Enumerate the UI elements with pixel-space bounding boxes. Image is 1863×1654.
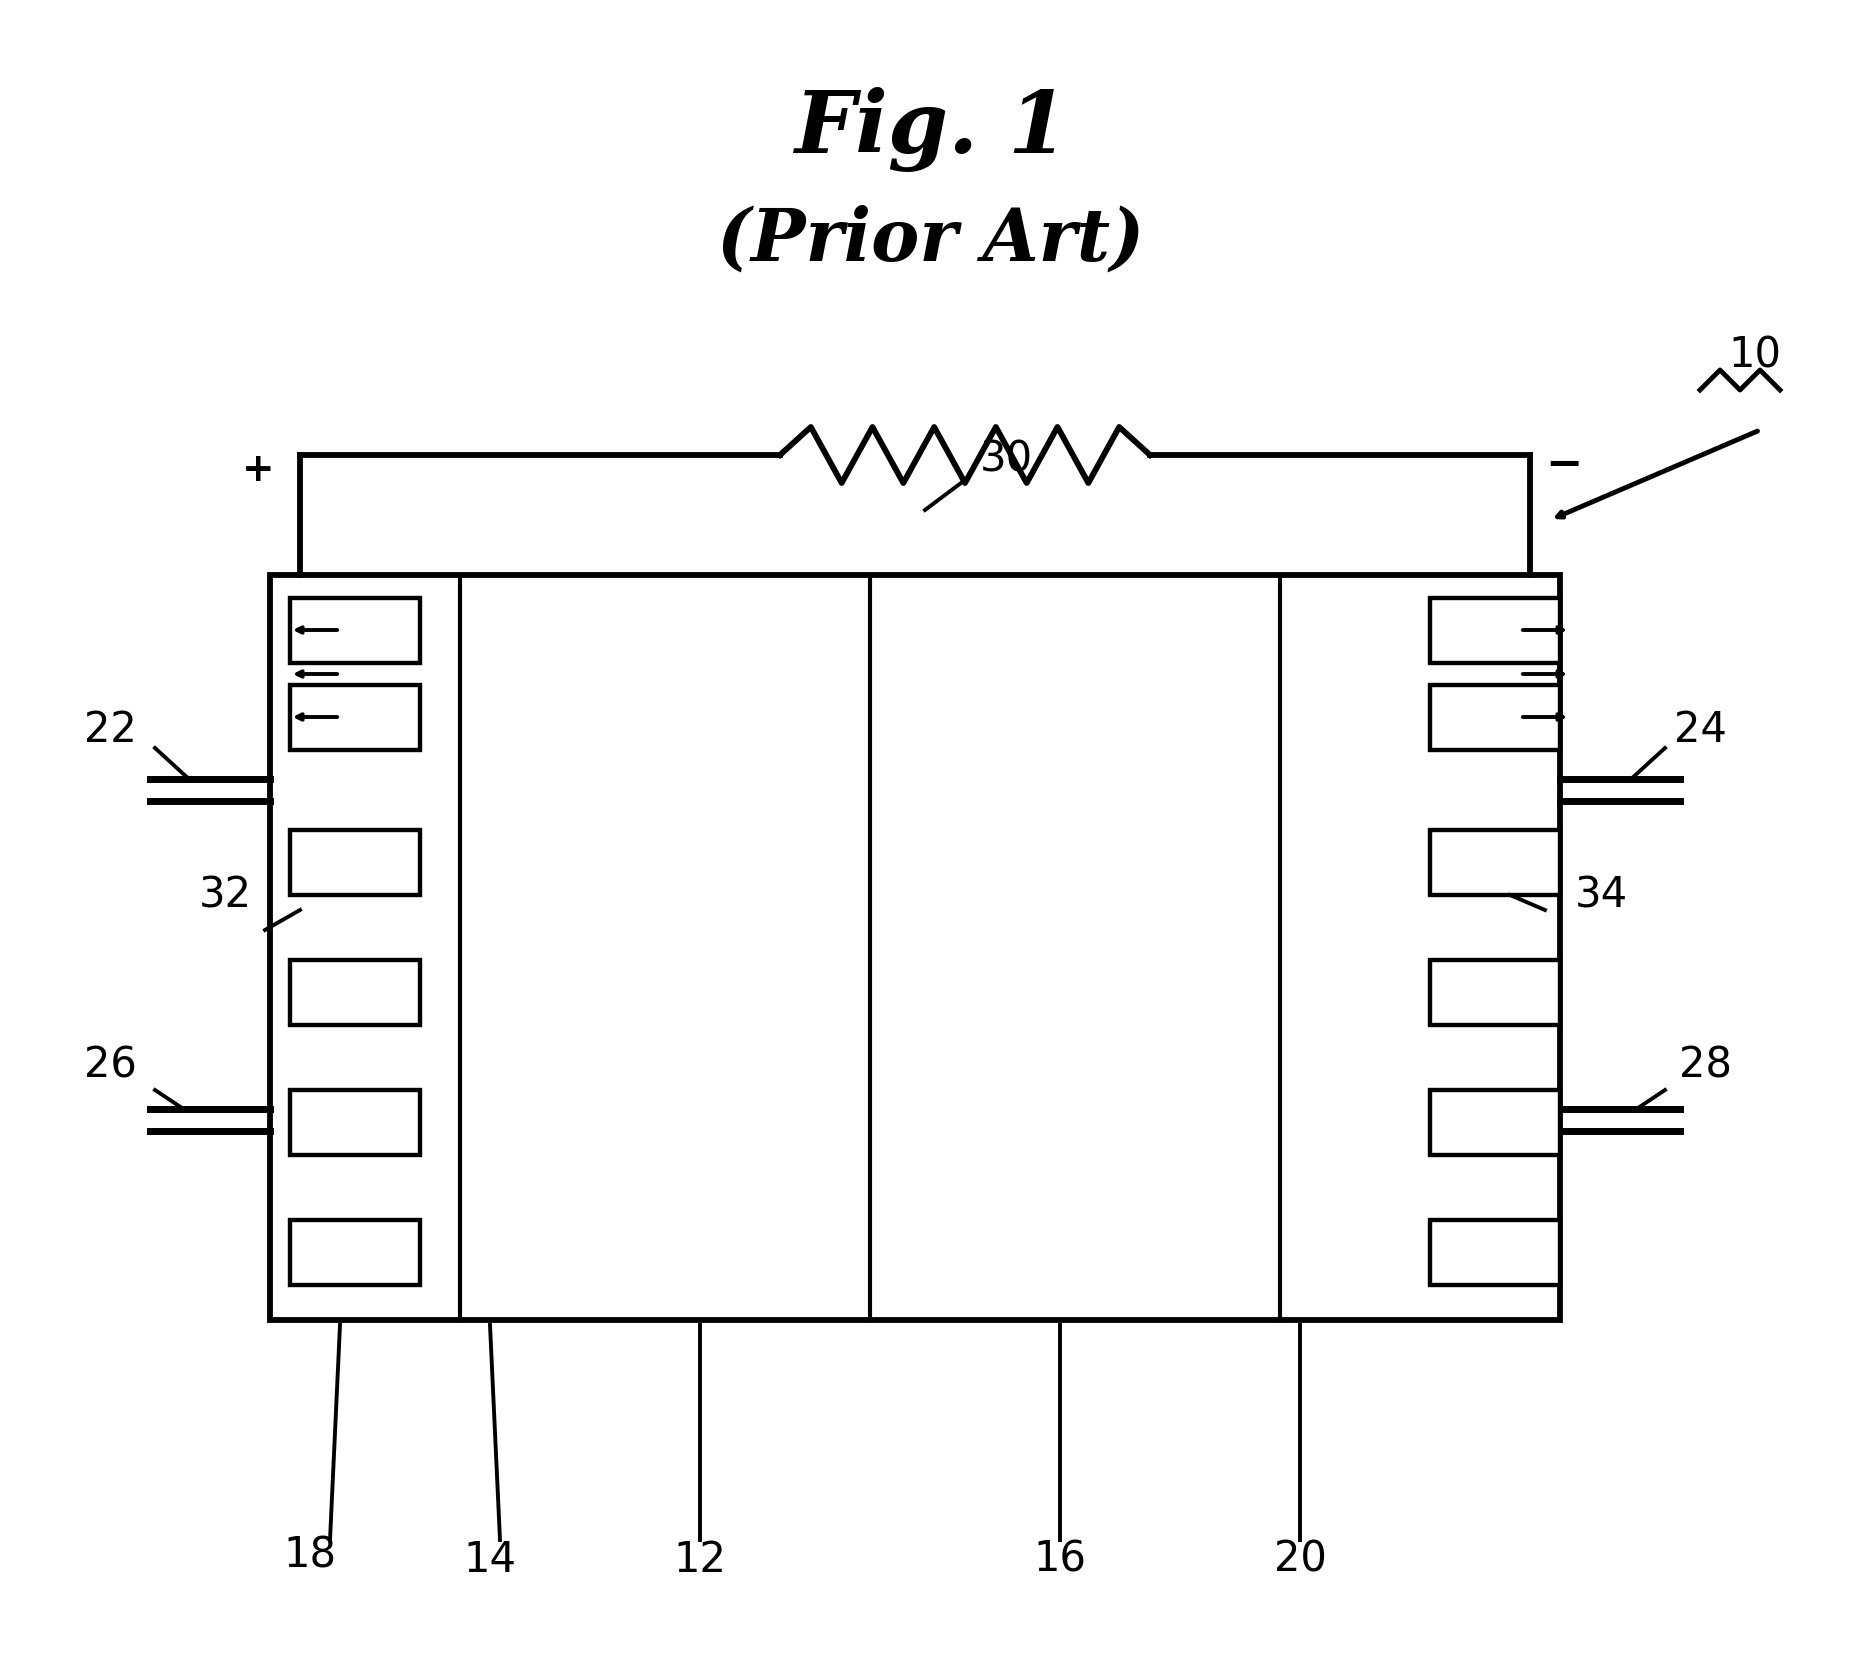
Text: 32: 32: [199, 873, 252, 916]
Bar: [291, 685, 419, 749]
Bar: [1431, 1090, 1559, 1154]
Text: +: +: [242, 452, 276, 490]
Bar: [291, 599, 419, 663]
Text: 14: 14: [464, 1538, 516, 1581]
Text: 10: 10: [1729, 334, 1781, 375]
Bar: [291, 1090, 419, 1154]
Text: 16: 16: [1034, 1538, 1086, 1581]
Text: 18: 18: [283, 1533, 337, 1576]
Text: 20: 20: [1274, 1538, 1326, 1581]
Bar: [1431, 685, 1559, 749]
Bar: [1431, 1221, 1559, 1285]
Bar: [291, 1221, 419, 1285]
Text: −: −: [1544, 443, 1582, 486]
Text: 26: 26: [84, 1044, 136, 1087]
Bar: [291, 830, 419, 895]
Text: 24: 24: [1673, 710, 1727, 751]
Text: 30: 30: [980, 438, 1034, 481]
Text: (Prior Art): (Prior Art): [717, 205, 1144, 276]
Bar: [1431, 959, 1559, 1025]
Bar: [1431, 599, 1559, 663]
Text: 12: 12: [674, 1538, 727, 1581]
Bar: [1431, 830, 1559, 895]
Bar: [291, 959, 419, 1025]
Text: 22: 22: [84, 710, 136, 751]
Text: Fig. 1: Fig. 1: [794, 88, 1067, 172]
Text: 34: 34: [1574, 873, 1628, 916]
Text: 28: 28: [1679, 1044, 1731, 1087]
Bar: [270, 576, 1559, 1320]
